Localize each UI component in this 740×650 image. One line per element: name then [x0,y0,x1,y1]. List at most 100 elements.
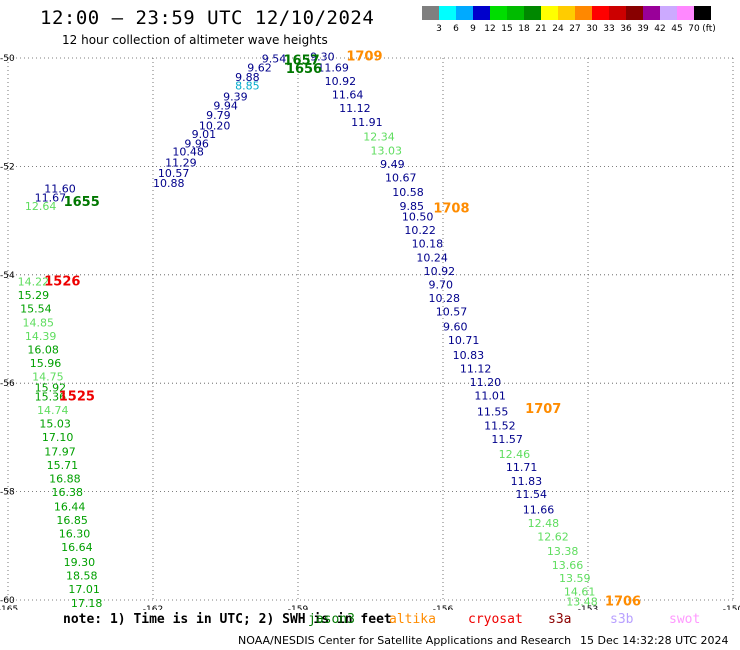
generated-timestamp: 15 Dec 14:32:28 UTC 2024 [580,634,729,647]
wave-height-value: 10.20 [199,120,231,133]
lat-tick-label: -54 [0,271,15,281]
legend-swatch [490,6,507,20]
pass-time-label: 1525 [59,390,95,405]
wave-height-value: 8.85 [235,79,260,92]
wave-height-value: 16.08 [27,343,59,356]
wave-height-value: 15.92 [35,381,66,394]
wave-height-value: 10.92 [325,75,357,88]
wave-height-value: 11.52 [484,419,516,432]
legend-tick-label: 24 [552,24,564,34]
wave-height-value: 10.18 [412,238,444,251]
wave-height-value: 16.88 [49,472,80,485]
wave-height-value: 19.30 [64,556,95,569]
wave-height-value: 11.12 [339,102,371,115]
wave-height-value: 10.57 [158,167,190,180]
wave-height-value: 9.60 [443,321,468,334]
pass-time-label: 1709 [346,50,382,65]
legend-swatch [507,6,524,20]
wave-height-value: 10.50 [402,211,434,224]
wave-height-value: 11.64 [332,89,364,102]
page-title: 12:00 — 23:59 UTC 12/10/2024 [40,7,375,29]
wave-height-value: 11.29 [165,156,197,169]
wave-height-value: 15.96 [30,357,62,370]
wave-height-value: 11.01 [474,389,506,402]
wave-height-value: 9.30 [310,51,335,64]
wave-height-value: 10.24 [416,251,448,264]
lon-tick-label: -156 [433,605,454,610]
legend-swatch [524,6,541,20]
wave-height-value: 9.79 [206,109,231,122]
pass-time-label: 1655 [64,195,100,210]
wave-height-value: 10.48 [172,146,204,159]
legend-tick-label: 15 [501,24,512,34]
wave-height-value: 11.66 [523,503,555,516]
pass-time-label: 1707 [525,402,561,417]
wave-height-value: 11.57 [491,433,523,446]
wave-height-value: 11.91 [351,116,383,129]
wave-height-value: 13.38 [547,545,579,558]
legend-tick-label: 33 [603,24,614,34]
legend-swatch [422,6,439,20]
satellite-label-swot: swot [669,612,701,627]
wave-height-value: 11.20 [470,376,502,389]
legend-tick-label: 9 [470,24,476,34]
lat-tick-label: -58 [0,488,15,498]
legend-swatch [541,6,558,20]
wave-height-value: 14.75 [32,370,64,383]
wave-height-value: 16.85 [56,514,87,527]
pass-time-label: 1708 [433,201,469,216]
legend-swatch [592,6,609,20]
wave-height-value: 16.64 [61,541,93,554]
legend-tick-label: 42 [654,24,665,34]
wave-height-value: 15.29 [18,289,49,302]
satellite-label-altika: altika [389,612,436,627]
lon-tick-label: -162 [143,605,163,610]
pass-time-label: 1706 [605,594,641,609]
wave-height-value: 12.46 [499,448,531,461]
legend-swatch [456,6,473,20]
wave-height-value: 14.22 [18,276,49,289]
satellite-label-s3a: s3a [548,612,572,627]
wave-height-value: 15.54 [20,303,52,316]
wave-height-value: 14.85 [23,316,55,329]
wave-height-value: 13.48 [566,595,598,608]
wave-height-value: 13.59 [559,572,591,585]
wave-height-value: 11.60 [44,182,76,195]
legend-swatch [575,6,592,20]
legend-tick-label: 3 [436,24,442,34]
wave-height-value: 11.12 [460,362,492,375]
lon-tick-label: -165 [0,605,18,610]
legend-tick-label: 45 [671,24,682,34]
wave-height-value: 11.54 [516,488,548,501]
wave-height-value: 17.01 [68,583,100,596]
wave-height-value: 14.40 [569,609,601,610]
legend-tick-label: 6 [453,24,459,34]
satellite-label-cryosat: cryosat [468,612,523,627]
legend-tick-label: 12 [484,24,495,34]
lat-tick-label: -50 [0,54,15,64]
pass-time-label: 1656 [286,62,322,77]
page-subtitle: 12 hour collection of altimeter wave hei… [62,33,328,47]
wave-height-value: 10.57 [436,305,468,318]
wave-height-value: 9.96 [184,137,209,150]
wave-height-value: 9.85 [400,200,425,213]
wave-height-value: 10.22 [404,224,436,237]
pass-time-label: 1657 [284,54,320,69]
wave-height-value: 9.39 [223,90,248,103]
wave-height-value: 9.01 [192,128,217,141]
wave-height-value: 17.10 [42,431,73,444]
legend-tick-label: 39 [637,24,649,34]
wave-height-value: 15.36 [35,391,66,404]
legend-swatch [643,6,660,20]
lon-tick-label: -153 [578,605,598,610]
wave-height-value: 12.48 [528,517,560,530]
wave-height-value: 11.69 [317,62,349,75]
wave-height-value: 10.92 [424,265,456,278]
lon-tick-label: -150 [723,605,740,610]
legend-swatch [473,6,490,20]
wave-height-value: 9.88 [235,71,260,84]
wave-height-value: 11.55 [477,406,509,419]
wave-height-color-legend: 3 6 9 12 15 18 21 24 27 30 33 36 39 42 45 70 (ft) [422,6,716,34]
wave-height-value: 13.66 [552,559,584,572]
legend-unit-label: (ft) [702,24,716,34]
